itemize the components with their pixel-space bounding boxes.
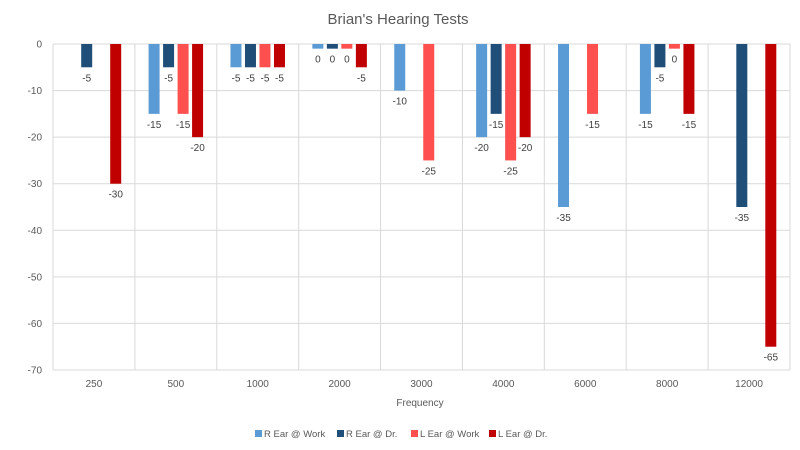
y-tick-labels: 0 -10 -20 -30 -40 -50 -60 -70	[28, 40, 43, 377]
bar	[163, 44, 175, 68]
data-label: -15	[176, 120, 191, 131]
data-label: -65	[764, 353, 779, 364]
x-tick-label: 8000	[656, 379, 679, 390]
x-tick-label: 1000	[247, 379, 270, 390]
bar	[81, 44, 93, 68]
bar	[273, 44, 285, 68]
legend-label: L Ear @ Work	[420, 429, 480, 440]
y-tick-label: 0	[36, 40, 42, 51]
data-label: -15	[489, 120, 504, 131]
data-label: -35	[556, 213, 571, 224]
legend-label: L Ear @ Dr.	[498, 429, 547, 440]
data-label: -15	[147, 120, 162, 131]
bar	[654, 44, 666, 68]
bar	[558, 44, 570, 207]
data-label: -15	[638, 120, 653, 131]
bar	[423, 44, 435, 161]
legend-label: R Ear @ Work	[264, 429, 325, 440]
legend-label: R Ear @ Dr.	[346, 429, 397, 440]
bar	[519, 44, 531, 138]
data-label: -20	[190, 143, 205, 154]
x-tick-label: 6000	[574, 379, 597, 390]
y-tick-label: -40	[28, 226, 43, 237]
bar	[244, 44, 256, 68]
bar	[110, 44, 122, 184]
y-tick-label: -70	[28, 366, 43, 377]
x-tick-label: 500	[167, 379, 184, 390]
legend-swatch	[255, 430, 262, 437]
bar	[312, 44, 324, 49]
legend-swatch	[411, 430, 418, 437]
y-tick-label: -50	[28, 272, 43, 283]
bar	[394, 44, 406, 91]
gridlines	[52, 43, 791, 371]
data-label: -30	[108, 190, 123, 201]
bar	[668, 44, 680, 49]
legend: R Ear @ Work R Ear @ Dr. L Ear @ Work L Ear…	[255, 429, 547, 440]
data-label: -5	[261, 73, 270, 84]
x-tick-label: 250	[86, 379, 103, 390]
x-tick-label: 4000	[492, 379, 515, 390]
bar	[192, 44, 204, 138]
bar	[259, 44, 271, 68]
legend-swatch	[489, 430, 496, 437]
y-tick-label: -60	[28, 319, 43, 330]
data-label: 0	[344, 55, 350, 66]
y-tick-label: -30	[28, 179, 43, 190]
x-tick-label: 3000	[410, 379, 433, 390]
data-label: -5	[164, 73, 173, 84]
bar	[505, 44, 517, 161]
bar	[230, 44, 242, 68]
legend-item: L Ear @ Dr.	[489, 429, 547, 440]
x-tick-label: 2000	[328, 379, 351, 390]
data-label: -10	[393, 97, 408, 108]
data-label: -25	[422, 166, 437, 177]
bar	[736, 44, 748, 207]
data-label: 0	[672, 55, 678, 66]
x-tick-label: 12000	[735, 379, 763, 390]
data-labels: -15-50-10-20-35-15-5 -5 -50-15-5-35-15-50-…	[82, 55, 778, 364]
data-label: -15	[585, 120, 600, 131]
x-tick-labels: 250 500 1000 2000 3000 4000 6000 8000 12000	[86, 379, 764, 390]
data-label: -5	[275, 73, 284, 84]
data-label: 0	[330, 55, 336, 66]
data-label: -5	[82, 73, 91, 84]
bar	[355, 44, 367, 68]
data-label: -35	[735, 213, 750, 224]
data-label: 0	[315, 55, 321, 66]
y-tick-label: -10	[28, 86, 43, 97]
data-label: -5	[246, 73, 255, 84]
data-label: -5	[232, 73, 241, 84]
data-label: -15	[682, 120, 697, 131]
data-label: -25	[503, 166, 518, 177]
bar	[326, 44, 338, 49]
legend-item: R Ear @ Work	[255, 429, 325, 440]
y-tick-label: -20	[28, 133, 43, 144]
bar	[490, 44, 502, 114]
legend-item: R Ear @ Dr.	[337, 429, 397, 440]
bar	[177, 44, 189, 114]
x-axis-label: Frequency	[396, 398, 443, 409]
legend-item: L Ear @ Work	[411, 429, 480, 440]
data-label: -5	[655, 73, 664, 84]
data-label: -20	[518, 143, 533, 154]
legend-swatch	[337, 430, 344, 437]
bar	[476, 44, 488, 138]
bar	[148, 44, 160, 114]
bar	[587, 44, 599, 114]
bar	[683, 44, 695, 114]
data-label: -5	[357, 73, 366, 84]
chart-title: Brian's Hearing Tests	[328, 11, 469, 28]
bar	[639, 44, 651, 114]
bar	[765, 44, 777, 347]
bars	[81, 44, 777, 347]
bar	[341, 44, 353, 49]
data-label: -20	[474, 143, 489, 154]
